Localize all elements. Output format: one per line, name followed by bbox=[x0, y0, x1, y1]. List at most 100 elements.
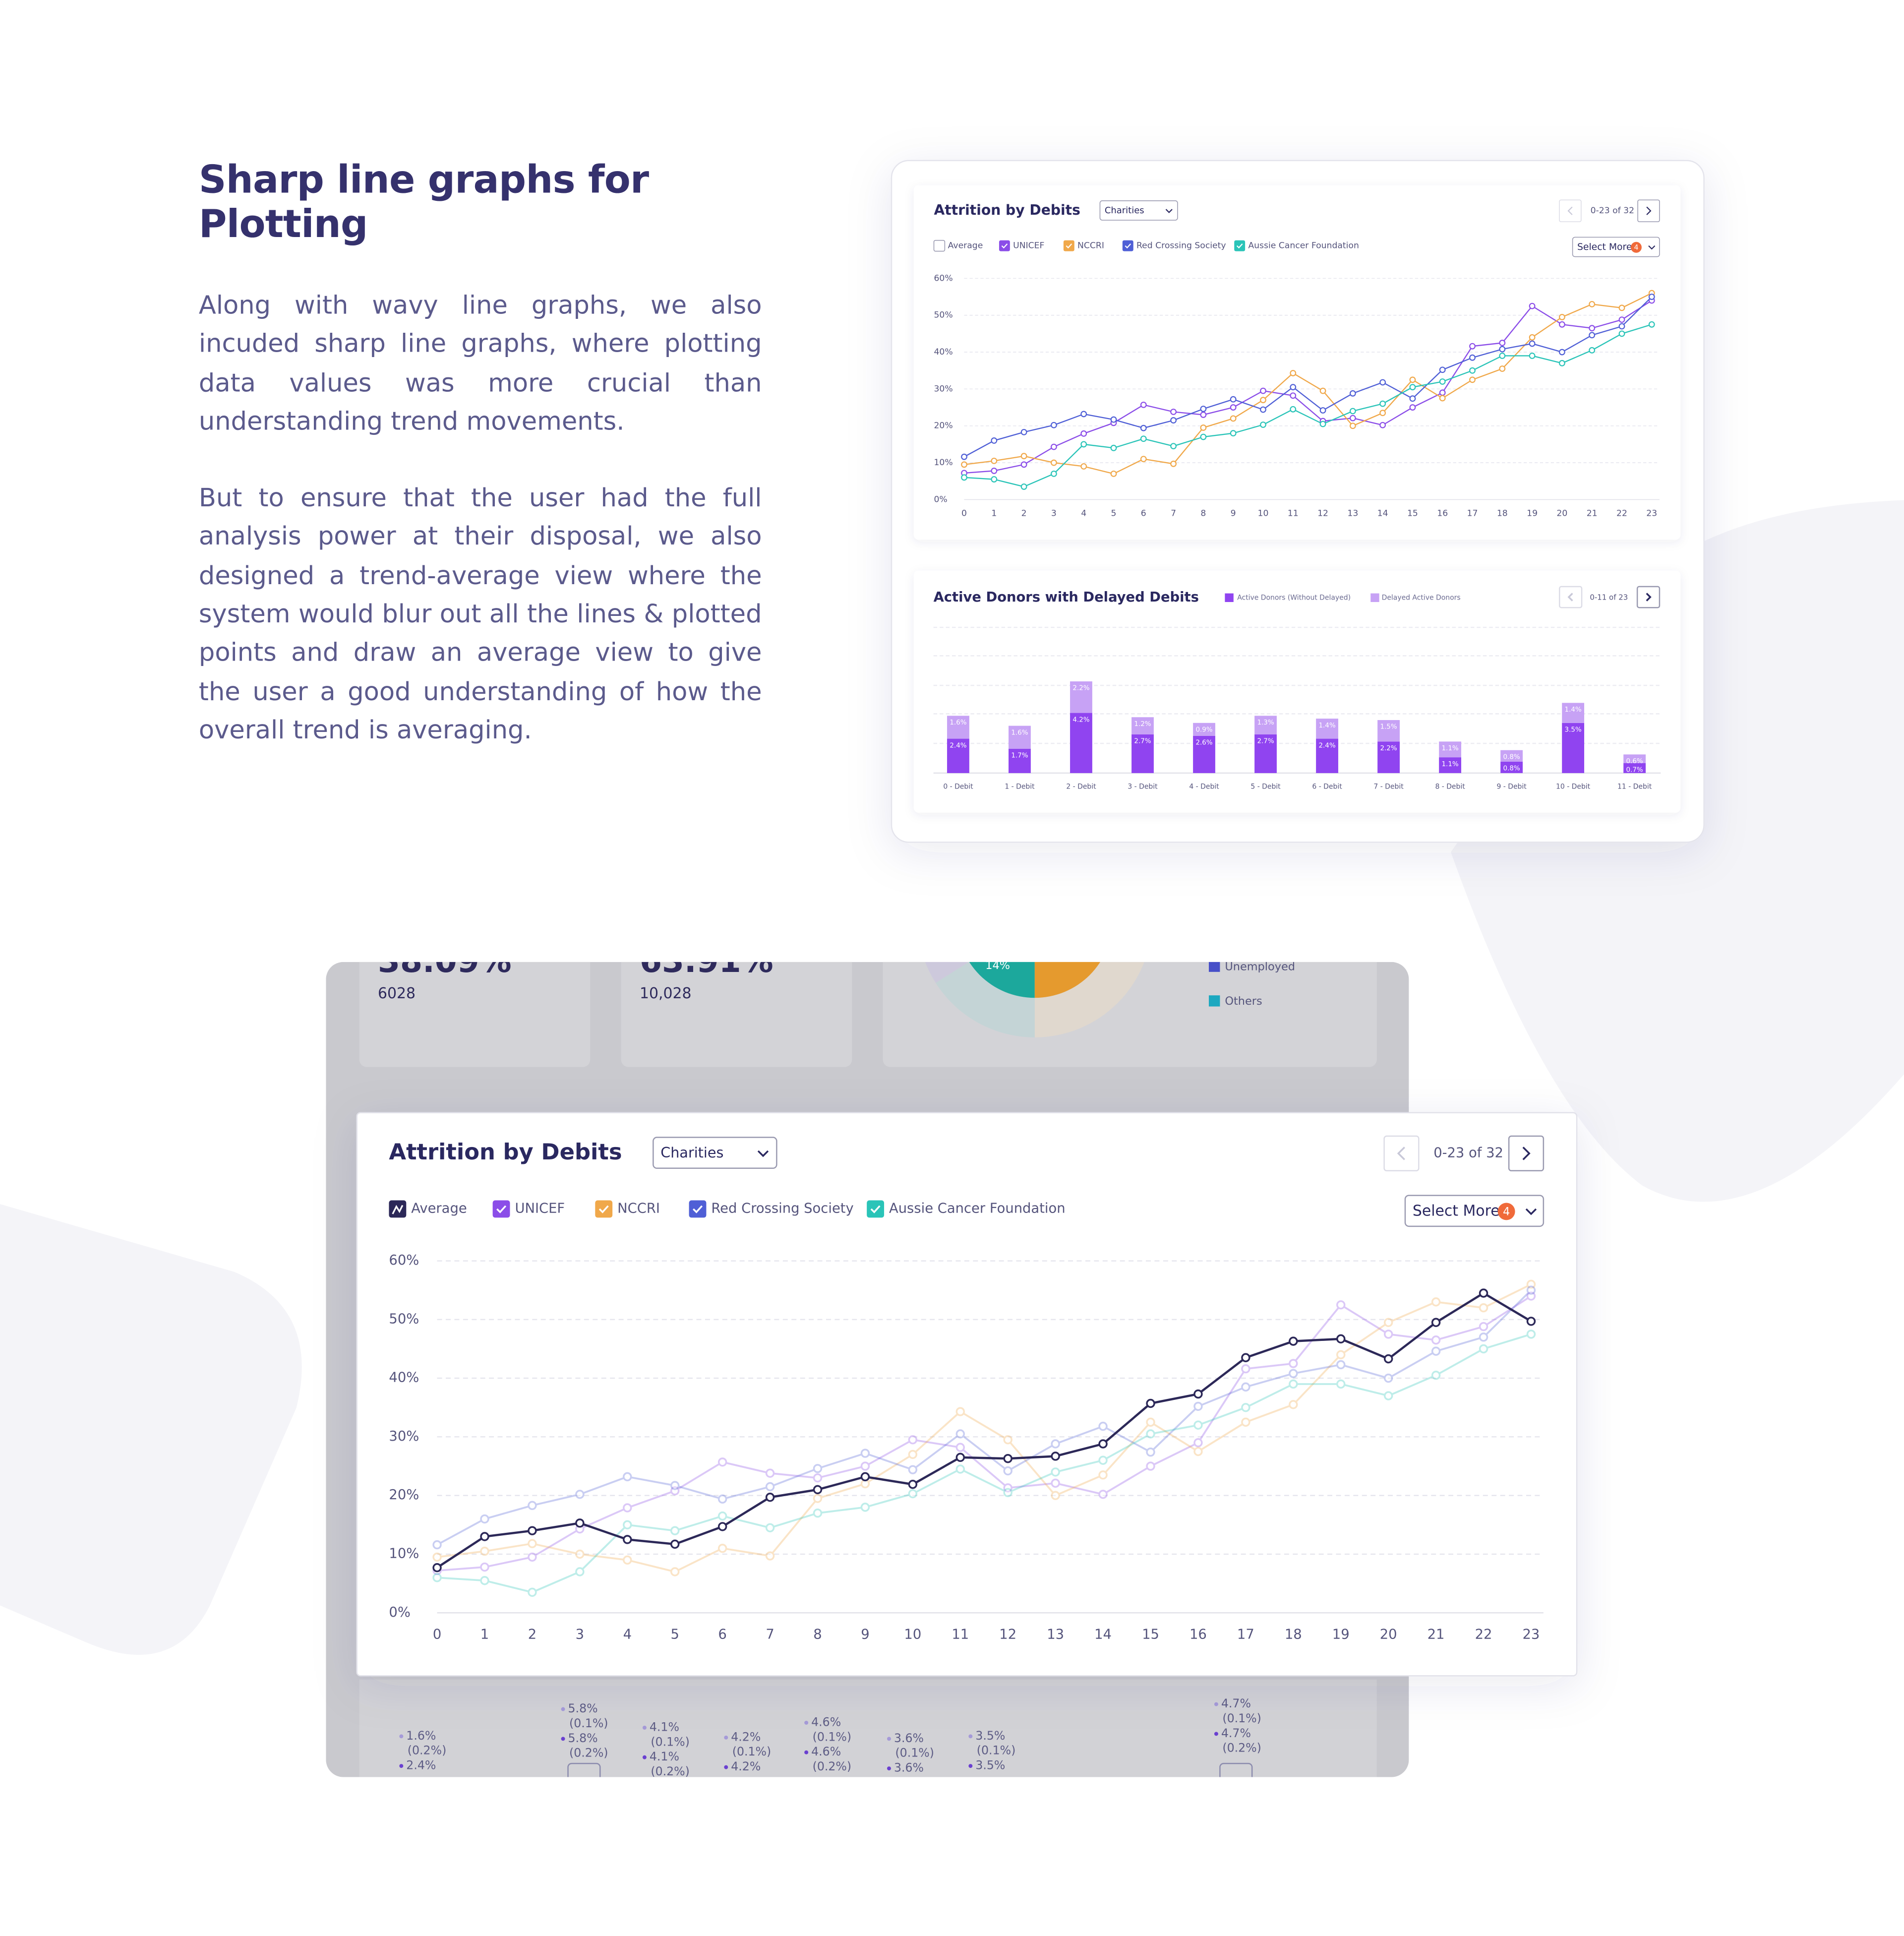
x-tick-label: 22 bbox=[1475, 1627, 1492, 1642]
point bbox=[1098, 1470, 1108, 1480]
point bbox=[1526, 1291, 1536, 1301]
tooltip-text: 4.7% bbox=[1221, 1726, 1251, 1740]
point bbox=[670, 1539, 680, 1549]
point bbox=[1193, 1401, 1203, 1411]
point bbox=[1349, 415, 1356, 422]
point bbox=[575, 1567, 585, 1576]
x-tick-label: 8 - Debit bbox=[1435, 783, 1465, 790]
bar-value-label: 2.6% bbox=[1195, 739, 1212, 747]
tooltip-text: 3.5% bbox=[975, 1729, 1005, 1743]
y-tick-label: 20% bbox=[934, 421, 952, 431]
tooltip-text: 4.6% bbox=[811, 1715, 841, 1729]
x-tick-label: 14 bbox=[1094, 1627, 1112, 1642]
tooltip-dot bbox=[804, 1750, 809, 1754]
badge-count: 4 bbox=[1503, 1206, 1510, 1218]
x-tick-label: 1 bbox=[991, 509, 997, 519]
point bbox=[1290, 384, 1297, 391]
check-icon bbox=[1125, 243, 1131, 249]
point bbox=[1003, 1466, 1012, 1476]
point bbox=[1589, 332, 1596, 339]
point bbox=[955, 1429, 965, 1439]
point bbox=[1146, 1417, 1155, 1427]
point bbox=[528, 1501, 537, 1511]
point bbox=[1349, 408, 1356, 415]
point bbox=[1439, 389, 1446, 396]
point bbox=[1479, 1303, 1488, 1313]
line bbox=[437, 1295, 1532, 1572]
point bbox=[860, 1472, 870, 1482]
legend-swatch bbox=[1208, 962, 1220, 972]
bar-value-label: 1.1% bbox=[1442, 761, 1459, 768]
stat-card bbox=[359, 962, 591, 1067]
point bbox=[1080, 430, 1087, 437]
point bbox=[1383, 1330, 1393, 1339]
legend-swatch bbox=[1208, 995, 1220, 1007]
x-tick-label: 23 bbox=[1523, 1627, 1540, 1642]
chevron-icon bbox=[1165, 209, 1173, 213]
check-icon bbox=[1001, 243, 1008, 249]
bar-value-label: 3.5% bbox=[1565, 726, 1582, 734]
x-tick-label: 8 bbox=[1200, 509, 1206, 519]
point bbox=[1618, 323, 1625, 330]
point bbox=[717, 1522, 727, 1531]
point bbox=[1431, 1335, 1441, 1345]
point bbox=[1241, 1417, 1250, 1427]
series bbox=[961, 321, 1655, 490]
tooltip-text: 3.6% bbox=[894, 1731, 924, 1745]
series bbox=[961, 294, 1655, 460]
bar-value-label: 0.9% bbox=[1195, 726, 1212, 734]
check-icon bbox=[1236, 243, 1243, 249]
bar-segment bbox=[1070, 713, 1092, 773]
legend-label: Delayed Active Donors bbox=[1382, 594, 1461, 602]
bar-segment bbox=[1254, 716, 1277, 734]
point bbox=[813, 1494, 823, 1503]
point bbox=[1241, 1382, 1250, 1392]
card bbox=[913, 570, 1681, 813]
tooltip-text: 4.2% bbox=[731, 1730, 761, 1744]
y-tick-label: 30% bbox=[389, 1429, 419, 1444]
chevron-icon bbox=[1567, 206, 1573, 215]
line bbox=[436, 1289, 1532, 1546]
point bbox=[1526, 1279, 1536, 1289]
point bbox=[1383, 1373, 1393, 1383]
point bbox=[1336, 1300, 1346, 1310]
point bbox=[908, 1489, 918, 1499]
point bbox=[1098, 1421, 1108, 1431]
point bbox=[528, 1539, 537, 1548]
point bbox=[1003, 1488, 1012, 1498]
tooltip-text: 4.6% bbox=[811, 1745, 841, 1758]
x-tick-label: 0 - Debit bbox=[943, 783, 973, 790]
x-tick-label: 5 - Debit bbox=[1250, 783, 1281, 790]
point bbox=[765, 1523, 775, 1532]
tooltip-dot bbox=[1214, 1702, 1218, 1706]
point bbox=[1409, 376, 1416, 383]
bar-value-label: 1.7% bbox=[1011, 752, 1028, 759]
bar-segment bbox=[1562, 723, 1585, 773]
x-tick-label: 0 bbox=[433, 1627, 441, 1642]
x-tick-label: 20 bbox=[1556, 509, 1567, 519]
line bbox=[963, 296, 1653, 458]
tooltip-dot bbox=[561, 1737, 565, 1741]
point bbox=[1558, 360, 1565, 366]
point bbox=[860, 1461, 870, 1471]
check-icon bbox=[1066, 243, 1072, 249]
point bbox=[1529, 302, 1536, 309]
tooltip-area bbox=[359, 1679, 1377, 1777]
point bbox=[1003, 1483, 1012, 1493]
point bbox=[432, 1573, 442, 1582]
point bbox=[1618, 316, 1625, 323]
point bbox=[813, 1508, 823, 1518]
prev-button bbox=[1559, 199, 1582, 222]
point bbox=[1349, 390, 1356, 397]
legend-label: Active Donors (Without Delayed) bbox=[1237, 594, 1351, 602]
point bbox=[1020, 461, 1027, 468]
y-tick-label: 0% bbox=[389, 1605, 410, 1620]
legend-checkbox bbox=[1063, 240, 1074, 251]
legend-label: Average bbox=[411, 1201, 467, 1216]
point bbox=[717, 1457, 727, 1467]
point bbox=[1529, 353, 1536, 359]
line bbox=[436, 1292, 1532, 1569]
bar-segment bbox=[1439, 741, 1461, 758]
stat-card bbox=[621, 962, 852, 1067]
point bbox=[623, 1535, 632, 1544]
